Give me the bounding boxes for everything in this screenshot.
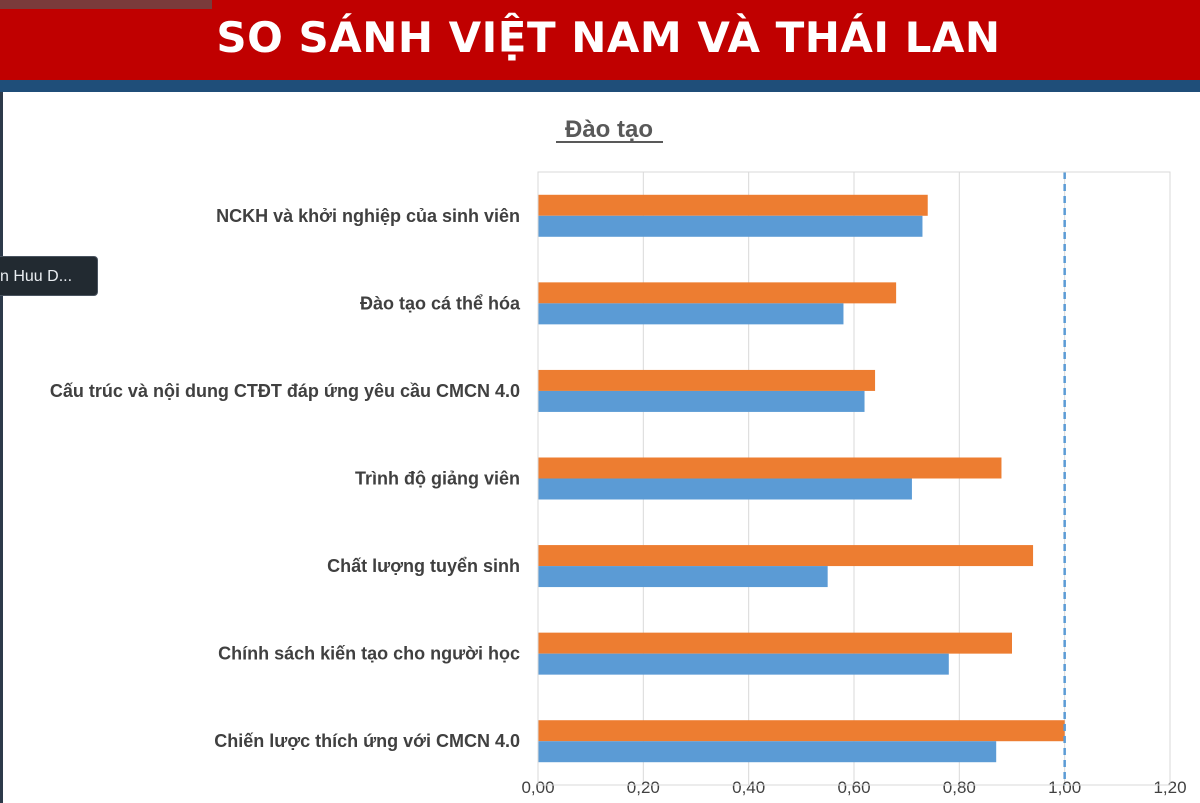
category-label: Chất lượng tuyển sinh (327, 556, 520, 576)
category-label: NCKH và khởi nghiệp của sinh viên (216, 206, 520, 226)
x-tick-label: 0,80 (943, 778, 976, 797)
bar-chart: Đào tạo NCKH và khởi nghiệp của sinh viê… (50, 116, 1187, 797)
bar-series1-3 (538, 457, 1002, 479)
x-tick-label: 0,00 (521, 778, 554, 797)
category-labels: NCKH và khởi nghiệp của sinh viên Đào tạo… (50, 206, 521, 751)
window-left-edge (0, 92, 3, 803)
bar-series1-6 (538, 720, 1065, 742)
category-label: Chính sách kiến tạo cho người học (218, 644, 520, 664)
bar-series2-6 (538, 741, 997, 763)
bar-series1-4 (538, 545, 1034, 567)
category-label: Cấu trúc và nội dung CTĐT đáp ứng yêu cầ… (50, 381, 520, 401)
category-label: Đào tạo cá thể hóa (360, 293, 521, 313)
banner-divider (0, 80, 1200, 92)
bar-series1-5 (538, 632, 1012, 654)
bar-series2-4 (538, 566, 828, 588)
participant-name-tag[interactable]: n Huu D... (0, 256, 98, 296)
bar-series2-5 (538, 653, 949, 675)
x-tick-label: 0,20 (627, 778, 660, 797)
category-label: Trình độ giảng viên (355, 469, 520, 489)
category-label: Chiến lược thích ứng với CMCN 4.0 (214, 731, 520, 751)
banner-corner-strip (0, 0, 212, 9)
bar-series2-1 (538, 303, 844, 325)
title-banner (0, 0, 1200, 80)
x-tick-label: 1,00 (1048, 778, 1081, 797)
x-tick-label: 1,20 (1153, 778, 1186, 797)
x-tick-label: 0,40 (732, 778, 765, 797)
bars (538, 194, 1065, 763)
chart-title: Đào tạo (565, 116, 653, 143)
x-axis-ticks: 0,00 0,20 0,40 0,60 0,80 1,00 1,20 (521, 778, 1186, 797)
bar-series2-2 (538, 390, 865, 412)
bar-series2-0 (538, 215, 923, 237)
slide-title: SO SÁNH VIỆT NAM VÀ THÁI LAN (216, 13, 1001, 62)
x-tick-label: 0,60 (837, 778, 870, 797)
bar-series1-2 (538, 369, 876, 391)
bar-series1-1 (538, 282, 897, 304)
plot-area-frame (537, 171, 1171, 786)
bar-series2-3 (538, 478, 912, 500)
bar-series1-0 (538, 194, 928, 216)
